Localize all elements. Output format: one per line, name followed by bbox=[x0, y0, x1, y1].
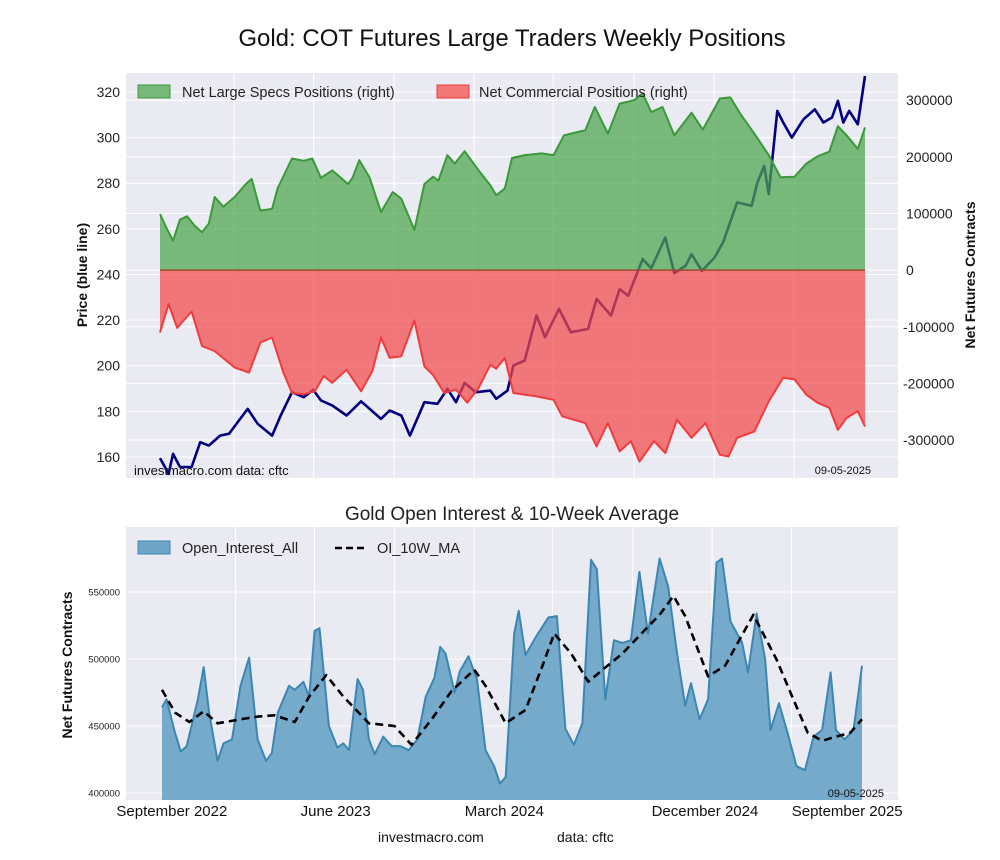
oi-tick-label: 500000 bbox=[88, 655, 120, 666]
positions-legend: Net Large Specs Positions (right) Net Co… bbox=[137, 84, 688, 101]
footer-source: data: cftc bbox=[557, 829, 614, 845]
positions-series bbox=[158, 75, 867, 476]
contracts-tick-label: 200000 bbox=[906, 149, 953, 165]
contracts-tick-label: -100000 bbox=[903, 319, 955, 335]
oi-tick-label: 400000 bbox=[88, 789, 120, 800]
contracts-tick-label: 100000 bbox=[906, 205, 953, 221]
date-tick-label: June 2023 bbox=[301, 803, 371, 820]
date-annotation-top: 09-05-2025 bbox=[815, 465, 871, 477]
price-tick-label: 160 bbox=[97, 449, 121, 465]
legend-label-commercial: Net Commercial Positions (right) bbox=[479, 85, 688, 101]
ma-line bbox=[160, 594, 863, 747]
oi-tick-label: 550000 bbox=[88, 588, 120, 599]
price-tick-label: 240 bbox=[97, 266, 121, 282]
price-axis-ticks: 160 180 200 220 240 260 280 300 320 bbox=[97, 84, 121, 465]
specs-area bbox=[160, 93, 865, 271]
open-interest-title: Gold Open Interest & 10-Week Average bbox=[345, 504, 679, 525]
oi-tick-label: 450000 bbox=[88, 722, 120, 733]
net-contracts-axis-label: Net Futures Contracts bbox=[962, 201, 978, 348]
date-tick-label: March 2024 bbox=[465, 803, 544, 820]
open-interest-axis-ticks: 400000 450000 500000 550000 bbox=[88, 588, 120, 800]
legend-swatch-commercial bbox=[436, 84, 470, 99]
contracts-tick-label: -200000 bbox=[903, 375, 955, 391]
footer-site: investmacro.com bbox=[378, 829, 484, 845]
legend-label-open-interest: Open_Interest_All bbox=[182, 541, 298, 557]
contracts-tick-label: 0 bbox=[906, 262, 914, 278]
specs-line bbox=[159, 92, 866, 242]
date-tick-label: September 2025 bbox=[792, 803, 903, 820]
legend-swatch-open-interest bbox=[137, 540, 171, 555]
open-interest-line bbox=[161, 557, 863, 785]
commercial-line bbox=[159, 303, 866, 463]
contracts-tick-label: -300000 bbox=[903, 432, 955, 448]
price-tick-label: 320 bbox=[97, 84, 121, 100]
price-tick-label: 260 bbox=[97, 221, 121, 237]
date-axis-ticks: September 2022 June 2023 March 2024 Decembe… bbox=[116, 803, 902, 820]
date-tick-label: December 2024 bbox=[652, 803, 759, 820]
legend-swatch-specs bbox=[137, 84, 171, 99]
commercial-area bbox=[160, 270, 865, 462]
price-tick-label: 280 bbox=[97, 175, 121, 191]
date-tick-label: September 2022 bbox=[116, 803, 227, 820]
price-axis-label: Price (blue line) bbox=[74, 223, 90, 327]
price-tick-label: 220 bbox=[97, 312, 121, 328]
price-tick-label: 180 bbox=[97, 403, 121, 419]
date-annotation-bottom: 09-05-2025 bbox=[828, 788, 884, 800]
source-annotation: investmacro.com data: cftc bbox=[134, 463, 289, 478]
open-interest-axis-label: Net Futures Contracts bbox=[59, 591, 75, 738]
main-title: Gold: COT Futures Large Traders Weekly P… bbox=[238, 25, 785, 52]
contracts-tick-label: 300000 bbox=[906, 92, 953, 108]
price-tick-label: 300 bbox=[97, 130, 121, 146]
open-interest-series bbox=[160, 557, 863, 800]
open-interest-legend: Open_Interest_All OI_10W_MA bbox=[137, 540, 460, 557]
price-tick-label: 200 bbox=[97, 358, 121, 374]
legend-label-specs: Net Large Specs Positions (right) bbox=[182, 85, 395, 101]
net-contracts-axis-ticks: -300000 -200000 -100000 0 100000 200000 300000 bbox=[903, 92, 955, 448]
legend-label-ma: OI_10W_MA bbox=[377, 541, 460, 557]
